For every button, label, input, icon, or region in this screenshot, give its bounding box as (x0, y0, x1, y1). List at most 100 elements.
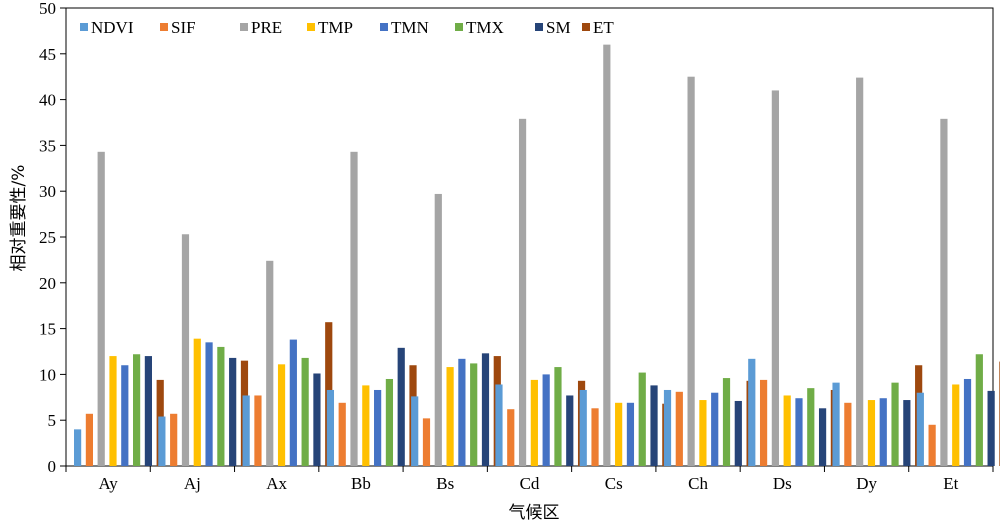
bar-ndvi-aj (158, 416, 166, 466)
legend-label-sm: SM (546, 18, 571, 37)
bar-ndvi-ax (242, 395, 250, 466)
bar-ndvi-ds (748, 358, 756, 466)
bar-sm-ch (734, 400, 742, 466)
bar-tmn-dy (879, 398, 887, 466)
bar-pre-et (940, 118, 948, 466)
bar-pre-ds (771, 90, 779, 466)
x-tick-label: Cd (520, 474, 540, 493)
legend-label-tmx: TMX (466, 18, 504, 37)
bar-tmx-ds (807, 388, 815, 466)
bar-sif-ch (675, 391, 683, 466)
bar-pre-ax (266, 260, 274, 466)
bar-tmx-bs (470, 363, 478, 466)
bar-ndvi-bs (411, 396, 419, 466)
y-tick-label: 25 (39, 228, 56, 247)
bars-group (74, 44, 1000, 466)
legend-swatch-sm (535, 23, 543, 31)
bar-tmx-et (975, 354, 983, 466)
bar-tmp-ds (783, 395, 791, 466)
legend-swatch-sif (160, 23, 168, 31)
bar-tmp-ay (109, 356, 117, 466)
x-axis-title: 气候区 (509, 503, 560, 523)
bar-tmp-dy (867, 400, 876, 466)
y-tick-label: 30 (39, 182, 56, 201)
bar-tmx-cd (554, 367, 562, 466)
bar-sm-ds (818, 408, 827, 466)
legend-label-tmp: TMP (318, 18, 353, 37)
bar-tmp-ch (699, 400, 707, 466)
bar-tmp-cs (615, 402, 623, 466)
legend-swatch-pre (240, 23, 248, 31)
bar-sm-ax (313, 373, 321, 466)
bar-tmn-ay (121, 365, 129, 466)
y-axis: 0 5 10 15 20 25 30 35 40 45 50 (39, 0, 66, 476)
bar-sm-bb (397, 347, 405, 466)
bar-sif-dy (844, 402, 852, 466)
x-tick-label: Dy (856, 474, 877, 493)
bar-tmp-ax (277, 364, 286, 466)
bar-tmn-ax (289, 339, 297, 466)
x-axis: Ay Aj Ax Bb Bs Cd Cs Ch Ds Dy Et (65, 466, 994, 493)
y-axis-title: 相对重要性/% (9, 165, 29, 272)
bar-sif-aj (170, 413, 178, 466)
bar-tmn-bb (374, 389, 382, 466)
x-tick-label: Ch (688, 474, 708, 493)
bar-pre-bb (350, 151, 358, 466)
legend-swatch-tmn (380, 23, 388, 31)
bar-tmx-bb (385, 378, 394, 466)
bar-sif-ax (254, 395, 262, 466)
bar-sm-dy (903, 400, 911, 466)
x-tick-label: Ay (99, 474, 119, 493)
legend-swatch-et (582, 23, 590, 31)
bar-pre-cd (518, 118, 527, 466)
bar-ndvi-bb (326, 389, 335, 466)
bar-tmn-cd (542, 374, 550, 466)
legend-label-ndvi: NDVI (91, 18, 134, 37)
bar-pre-bs (434, 193, 442, 466)
bar-sif-ay (85, 413, 93, 466)
bar-ndvi-et (916, 392, 924, 466)
bar-tmx-aj (217, 346, 225, 466)
y-tick-label: 15 (39, 320, 56, 339)
bar-pre-aj (181, 234, 190, 466)
bar-tmp-bb (362, 385, 370, 466)
bar-sif-bb (338, 402, 346, 466)
legend-swatch-tmp (307, 23, 315, 31)
bar-ndvi-cd (495, 384, 503, 466)
x-tick-label: Bs (436, 474, 454, 493)
bar-pre-ay (97, 151, 105, 466)
y-tick-label: 20 (39, 274, 56, 293)
bar-tmx-ch (722, 378, 731, 466)
bar-sm-bs (481, 353, 490, 466)
bar-sif-et (928, 424, 936, 466)
bar-tmn-bs (458, 358, 466, 466)
bar-tmx-dy (891, 382, 899, 466)
bar-tmp-bs (446, 367, 454, 466)
y-tick-label: 0 (48, 457, 57, 476)
bar-pre-cs (603, 44, 611, 466)
bar-tmp-et (952, 384, 960, 466)
bar-ndvi-ch (663, 389, 672, 466)
y-tick-label: 10 (39, 365, 56, 384)
x-tick-label: Ds (773, 474, 792, 493)
bar-pre-dy (856, 77, 864, 466)
bar-sif-ds (759, 379, 768, 466)
bar-tmn-et (963, 378, 972, 466)
bar-sm-aj (229, 357, 237, 466)
bar-tmn-ch (711, 392, 719, 466)
bar-sm-et (987, 390, 995, 466)
bar-sif-bs (422, 418, 431, 466)
legend-swatch-ndvi (80, 23, 88, 31)
bar-pre-ch (687, 76, 695, 466)
bar-tmx-cs (638, 372, 646, 466)
legend: NDVI SIF PRE TMP TMN TMX SM ET (80, 18, 614, 37)
y-tick-label: 50 (39, 0, 56, 18)
bar-ndvi-ay (74, 429, 82, 466)
bar-ndvi-cs (579, 389, 587, 466)
legend-swatch-tmx (455, 23, 463, 31)
bar-tmx-ax (301, 357, 309, 466)
x-tick-label: Cs (605, 474, 623, 493)
x-tick-label: Et (943, 474, 958, 493)
